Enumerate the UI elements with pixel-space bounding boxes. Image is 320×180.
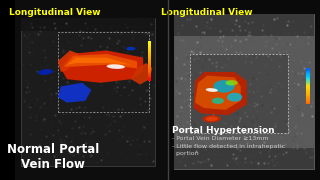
Ellipse shape: [212, 98, 224, 104]
Bar: [306, 79, 310, 80]
Bar: [306, 92, 310, 94]
Text: - Portal Vein Diameter ≥13mm: - Portal Vein Diameter ≥13mm: [172, 136, 268, 141]
Bar: [148, 69, 151, 70]
Bar: [306, 103, 310, 104]
Bar: [306, 83, 310, 84]
Bar: [148, 47, 151, 48]
Bar: [148, 80, 151, 81]
Bar: [306, 80, 310, 82]
Bar: [306, 68, 310, 70]
Polygon shape: [58, 50, 79, 72]
Bar: [306, 89, 310, 90]
Ellipse shape: [38, 69, 53, 75]
Bar: [306, 70, 310, 71]
Bar: [148, 45, 151, 47]
Bar: [148, 52, 151, 53]
Bar: [148, 64, 151, 65]
Bar: [306, 95, 310, 96]
Bar: [306, 100, 310, 101]
Bar: [306, 77, 310, 78]
Bar: [306, 98, 310, 100]
Ellipse shape: [126, 47, 136, 50]
Bar: [148, 56, 151, 57]
Bar: [306, 74, 310, 76]
Bar: [148, 73, 151, 74]
Bar: [148, 62, 151, 64]
Bar: [306, 85, 310, 86]
Ellipse shape: [227, 93, 242, 102]
Bar: [306, 73, 310, 74]
Text: Longitudinal View: Longitudinal View: [161, 8, 253, 17]
Bar: [168, 0, 320, 180]
Bar: [148, 41, 151, 43]
Bar: [58, 32, 149, 112]
Ellipse shape: [213, 80, 235, 93]
Bar: [306, 102, 310, 103]
Bar: [148, 65, 151, 66]
Bar: [306, 84, 310, 85]
Bar: [148, 58, 151, 60]
Bar: [148, 77, 151, 78]
Ellipse shape: [226, 80, 238, 85]
Bar: [306, 86, 310, 88]
Bar: [148, 49, 151, 51]
Polygon shape: [58, 83, 91, 103]
Polygon shape: [61, 50, 143, 83]
Bar: [148, 44, 151, 45]
Bar: [306, 88, 310, 89]
Bar: [148, 78, 151, 80]
Polygon shape: [64, 54, 137, 68]
Bar: [148, 72, 151, 73]
Bar: [148, 60, 151, 61]
Ellipse shape: [206, 88, 218, 92]
Text: - Little flow detected in intrahepatic: - Little flow detected in intrahepatic: [172, 144, 285, 149]
Bar: [148, 74, 151, 76]
Bar: [148, 76, 151, 77]
Bar: [148, 66, 151, 68]
Bar: [306, 72, 310, 73]
Bar: [306, 94, 310, 95]
Bar: [306, 101, 310, 102]
Polygon shape: [67, 58, 131, 65]
Polygon shape: [131, 63, 152, 85]
Text: Normal Portal
Vein Flow: Normal Portal Vein Flow: [7, 143, 99, 171]
Bar: [148, 61, 151, 62]
Bar: [148, 57, 151, 58]
Bar: [148, 53, 151, 55]
Bar: [306, 90, 310, 91]
Ellipse shape: [203, 115, 221, 122]
Bar: [306, 91, 310, 92]
Bar: [174, 14, 314, 36]
Bar: [148, 48, 151, 49]
Bar: [174, 148, 314, 169]
Polygon shape: [194, 72, 247, 115]
Bar: [190, 54, 288, 133]
Bar: [148, 51, 151, 52]
Polygon shape: [174, 14, 314, 169]
Bar: [148, 70, 151, 72]
Bar: [15, 0, 168, 180]
Bar: [306, 78, 310, 79]
Bar: [306, 96, 310, 97]
Ellipse shape: [206, 116, 218, 121]
Ellipse shape: [107, 64, 125, 69]
Polygon shape: [21, 18, 156, 166]
Bar: [148, 68, 151, 69]
Bar: [306, 76, 310, 77]
Text: Longitudinal View: Longitudinal View: [9, 8, 100, 17]
Bar: [306, 82, 310, 83]
Bar: [148, 55, 151, 56]
Polygon shape: [195, 76, 241, 110]
Bar: [148, 43, 151, 44]
Text: portion: portion: [172, 151, 199, 156]
Text: Portal Hypertension: Portal Hypertension: [172, 126, 275, 135]
Bar: [306, 97, 310, 98]
Bar: [21, 18, 156, 31]
Bar: [306, 71, 310, 72]
